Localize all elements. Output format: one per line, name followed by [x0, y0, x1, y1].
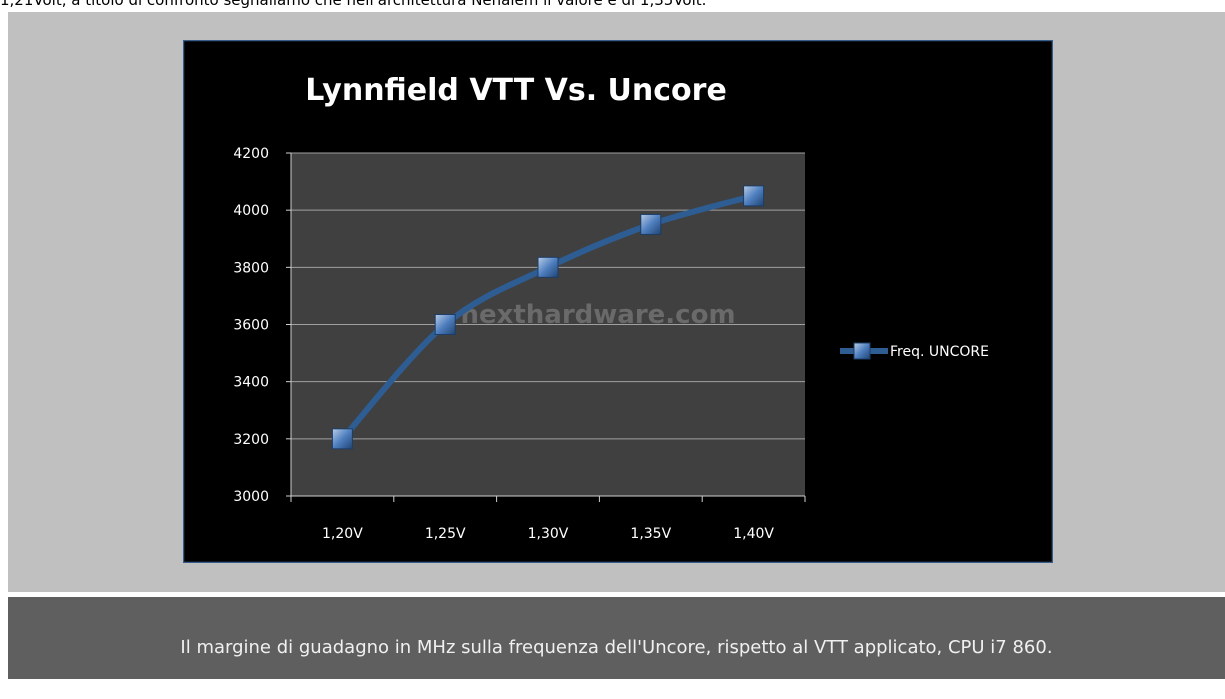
- y-tick-label: 3600: [233, 318, 269, 334]
- image-frame: Lynnfield VTT Vs. Uncore 3000 3200 3400 360…: [8, 12, 1225, 592]
- data-point: [743, 185, 765, 207]
- y-tick-label: 3000: [233, 489, 269, 505]
- caption: Il margine di guadagno in MHz sulla freq…: [180, 637, 1053, 658]
- legend-marker: [853, 342, 871, 360]
- data-point: [331, 428, 353, 450]
- data-point: [434, 314, 456, 335]
- legend-label: Freq. UNCORE: [890, 344, 989, 360]
- caption-bar: Il margine di guadagno in MHz sulla freq…: [8, 597, 1225, 679]
- x-tick-label: 1,40V: [733, 526, 774, 542]
- y-tick-label: 3400: [233, 375, 269, 391]
- x-tick-label: 1,35V: [630, 526, 671, 542]
- x-tick-label: 1,30V: [528, 526, 569, 542]
- x-tick-label: 1,20V: [322, 526, 363, 542]
- page: {"top_text": "1,21Volt, a titolo di conf…: [0, 0, 1225, 679]
- data-point: [640, 213, 662, 235]
- data-point: [537, 256, 559, 278]
- y-tick-label: 4000: [233, 203, 269, 219]
- y-tick-label: 3800: [233, 260, 269, 276]
- y-tick-label: 3200: [233, 432, 269, 448]
- x-tick-label: 1,25V: [425, 526, 466, 542]
- paragraph-text: 1,21Volt, a titolo di confronto segnalia…: [0, 0, 707, 9]
- y-tick-label: 4200: [233, 146, 269, 162]
- chart-title: Lynnfield VTT Vs. Uncore: [305, 73, 727, 108]
- chart: Lynnfield VTT Vs. Uncore 3000 3200 3400 360…: [183, 40, 1053, 563]
- watermark: nexthardware.com: [460, 300, 735, 330]
